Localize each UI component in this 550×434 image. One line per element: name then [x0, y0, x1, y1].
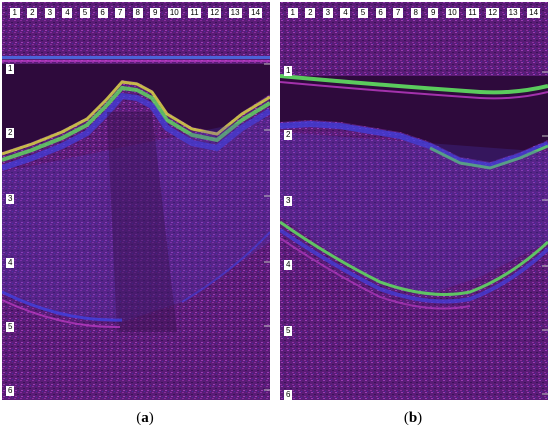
top-scale-tick: 14	[527, 8, 541, 18]
top-scale-tick: 14	[249, 8, 263, 18]
caption-a: (a)	[115, 410, 175, 427]
caption-open-paren: (	[403, 410, 409, 426]
top-scale-tick: 6	[97, 8, 108, 18]
top-scale-tick: 4	[62, 8, 73, 18]
top-scale-tick: 5	[358, 8, 369, 18]
caption-close-paren: )	[417, 410, 423, 426]
top-scale-tick: 11	[188, 8, 201, 18]
top-scale-a: 1 2 3 4 5 6 7 8 9 10 11 12 13 14	[2, 2, 270, 24]
depth-label: 4	[284, 260, 293, 270]
caption-letter: b	[408, 410, 418, 426]
top-scale-tick: 8	[410, 8, 421, 18]
caption-close-paren: )	[148, 410, 154, 426]
top-scale-tick: 9	[150, 8, 161, 18]
top-scale-tick: 1	[287, 8, 298, 18]
top-scale-b: 1 2 3 4 5 6 7 8 9 10 11 12 13 14	[280, 2, 548, 24]
top-scale-tick: 9	[428, 8, 439, 18]
top-scale-tick: 2	[27, 8, 38, 18]
depth-label: 1	[284, 66, 293, 76]
caption-letter: a	[141, 410, 149, 426]
depth-label: 4	[6, 258, 15, 268]
top-scale-tick: 10	[445, 8, 459, 18]
top-scale-tick: 7	[393, 8, 404, 18]
ultrasound-image-b: 1 2 3 4 5 6 7 8 9 10 11 12 13 14 1 2 3 4…	[280, 2, 548, 400]
top-scale-tick: 2	[305, 8, 316, 18]
top-scale-tick: 7	[115, 8, 126, 18]
ultrasound-render-a	[2, 2, 270, 400]
ultrasound-render-b	[280, 2, 548, 400]
top-scale-tick: 13	[228, 8, 242, 18]
depth-label: 3	[6, 194, 15, 204]
depth-label: 1	[6, 64, 15, 74]
depth-label: 3	[284, 196, 293, 206]
top-scale-tick: 3	[44, 8, 55, 18]
depth-label: 2	[6, 128, 15, 138]
top-scale-tick: 1	[9, 8, 20, 18]
depth-label: 6	[6, 386, 15, 396]
top-scale-tick: 13	[506, 8, 520, 18]
caption-open-paren: (	[136, 410, 142, 426]
depth-label: 5	[284, 326, 293, 336]
top-scale-tick: 8	[132, 8, 143, 18]
depth-label: 6	[284, 390, 293, 400]
ultrasound-image-a: 1 2 3 4 5 6 7 8 9 10 11 12 13 14 1 2 3 4…	[2, 2, 270, 400]
top-scale-tick: 4	[340, 8, 351, 18]
top-scale-tick: 11	[466, 8, 479, 18]
top-scale-tick: 12	[486, 8, 500, 18]
depth-label: 5	[6, 322, 15, 332]
top-scale-tick: 12	[208, 8, 222, 18]
depth-label: 2	[284, 130, 293, 140]
top-scale-tick: 5	[80, 8, 91, 18]
top-scale-tick: 6	[375, 8, 386, 18]
top-scale-tick: 10	[167, 8, 181, 18]
caption-b: (b)	[383, 410, 443, 427]
top-scale-tick: 3	[322, 8, 333, 18]
